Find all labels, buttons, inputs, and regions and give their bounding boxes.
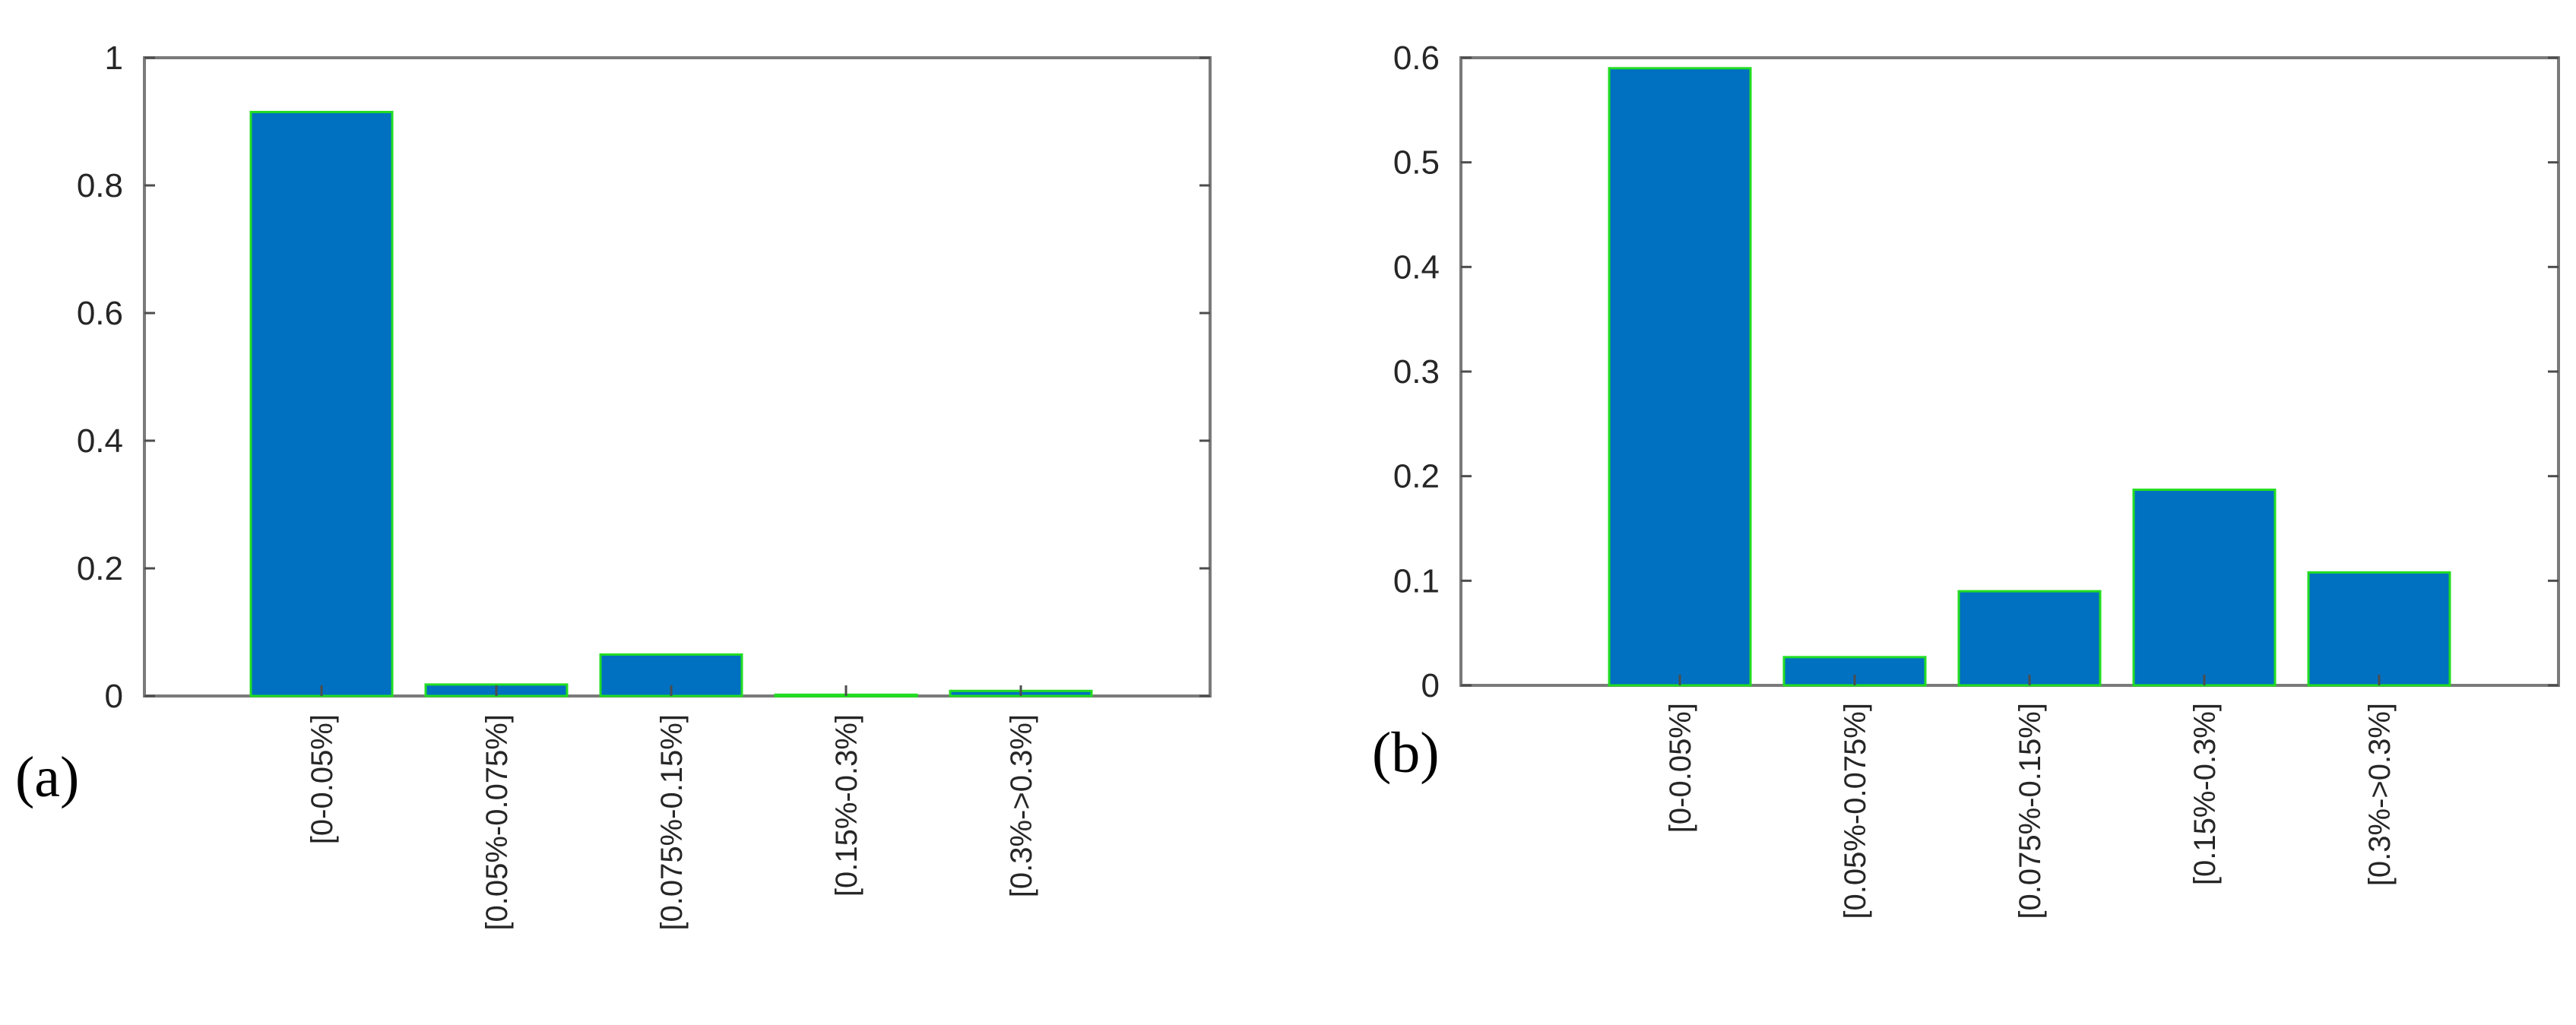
panel-a-ytick-label: 0.2: [77, 550, 123, 587]
panel-b-ytick-label: 0.6: [1393, 40, 1440, 77]
panel-a-ytick-label: 0: [105, 678, 123, 715]
panel-b-category-label-3: [0.075%-0.15%]: [2014, 703, 2047, 919]
panel-a-category-label-4: [0.15%-0.3%]: [830, 714, 863, 897]
panel-b-ytick-label: 0.2: [1393, 458, 1440, 495]
panel-a-ytick-label: 1: [105, 40, 123, 77]
panel-b-category-label-1: [0-0.05%]: [1664, 703, 1697, 833]
panel-b-label: (b): [1372, 721, 1440, 785]
panel-b-bar-3: [1957, 590, 2102, 687]
panel-b-ytick-label: 0.5: [1393, 144, 1440, 182]
panel-b-bar-4: [2132, 489, 2277, 687]
panel-b-ytick-label: 0.1: [1393, 562, 1440, 599]
panel-b-category-label-5: [0.3%->0.3%]: [2363, 703, 2397, 886]
panel-a-ytick-label: 0.6: [77, 295, 123, 332]
panel-b-ytick-label: 0: [1421, 667, 1440, 704]
panel-b-category-label-4: [0.15%-0.3%]: [2188, 703, 2222, 885]
panel-a-bar-1: [249, 110, 394, 698]
panel-b-category-label-2: [0.05%-0.075%]: [1839, 703, 1872, 919]
panel-b-bar-1: [1608, 67, 1752, 687]
panel-b-bar-5: [2307, 571, 2451, 687]
panel-b-ytick-label: 0.3: [1393, 353, 1440, 391]
panel-a-category-label-2: [0.05%-0.075%]: [480, 714, 514, 931]
chart-panel-b: 0 0.1 0.2 0.3 0.4 0.5 0.6 [0-0.05%] [0.05%-0.075…: [1372, 40, 2560, 919]
panel-a-ytick-label: 0.8: [77, 167, 123, 204]
panel-a-category-label-5: [0.3%->0.3%]: [1005, 714, 1038, 897]
panel-a-category-label-1: [0-0.05%]: [306, 714, 339, 844]
chart-panel-a: 0 0.2 0.4 0.6 0.8 1 [0-0.05%] [0.05%-0.075%] [0.…: [15, 40, 1212, 931]
panel-b-ytick-label: 0.4: [1393, 248, 1440, 286]
panel-a-category-label-3: [0.075%-0.15%]: [655, 714, 689, 931]
panel-a-ytick-label: 0.4: [77, 422, 123, 460]
panel-a-label: (a): [15, 745, 79, 809]
